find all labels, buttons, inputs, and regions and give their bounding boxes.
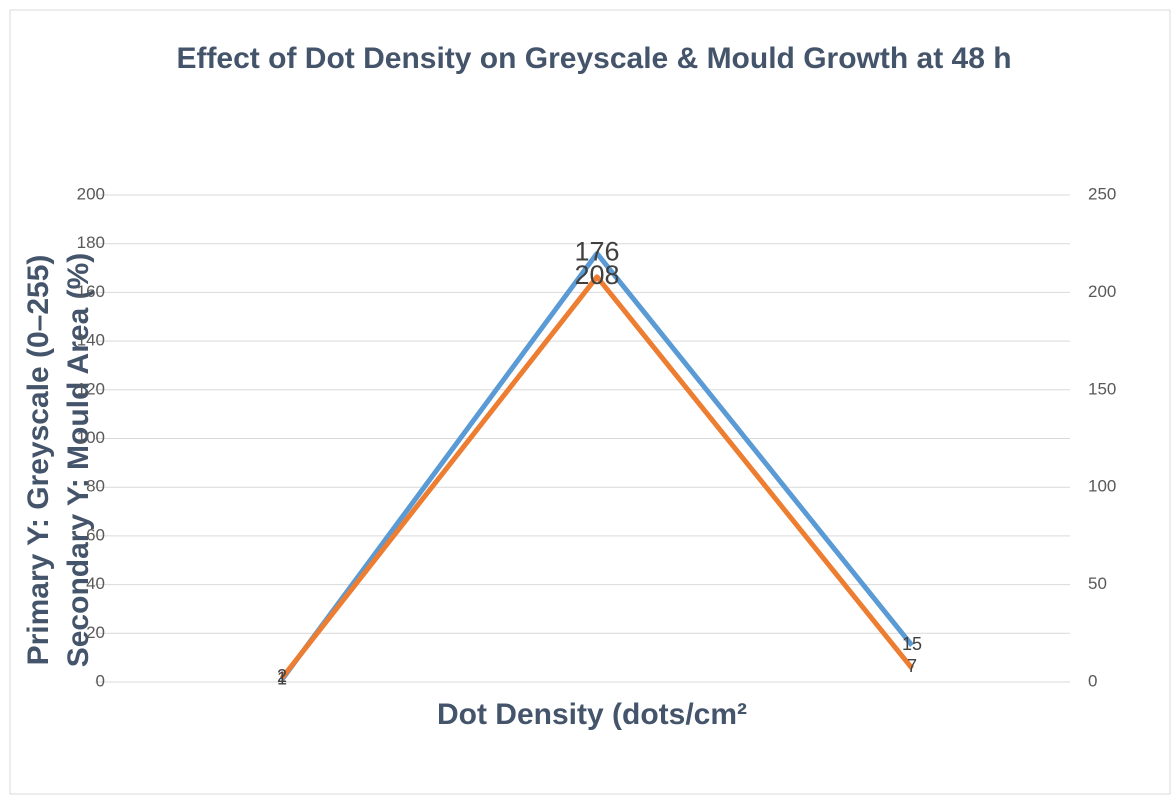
y-tick-label: 200 — [77, 184, 105, 203]
y-tick-label: 140 — [77, 331, 105, 350]
y-tick-label: 120 — [77, 379, 105, 398]
y-tick-label: 100 — [77, 428, 105, 447]
data-label: 7 — [907, 656, 917, 676]
data-label: 208 — [574, 260, 619, 290]
x-axis-title: Dot Density (dots/cm² — [437, 698, 747, 731]
y-tick-label: 20 — [86, 623, 105, 642]
data-label: 176 — [574, 237, 619, 267]
y2-axis-title: Secondary Y: Mould Area (%) — [62, 253, 95, 668]
data-label: 2 — [277, 666, 287, 686]
marks — [279, 250, 914, 682]
y-tick-label: 0 — [96, 671, 105, 690]
y-axis-title: Primary Y: Greyscale (0–255) — [22, 255, 55, 666]
data-label: 1 — [277, 668, 287, 688]
y2-tick-label: 200 — [1088, 282, 1116, 301]
y2-tick-label: 50 — [1088, 574, 1107, 593]
y2-tick-label: 150 — [1088, 379, 1116, 398]
y2-tick-label: 250 — [1088, 184, 1116, 203]
chart-frame — [9, 9, 1171, 795]
data-label: 15 — [902, 634, 922, 654]
y-tick-label: 160 — [77, 282, 105, 301]
y2-tick-label: 100 — [1088, 477, 1116, 496]
series-line — [280, 274, 914, 680]
y-tick-label: 60 — [86, 525, 105, 544]
y-tick-label: 40 — [86, 574, 105, 593]
y-tick-label: 180 — [77, 233, 105, 252]
chart-title: Effect of Dot Density on Greyscale & Mou… — [176, 42, 1011, 75]
series-line — [279, 250, 914, 682]
y-tick-label: 80 — [86, 477, 105, 496]
y2-tick-label: 0 — [1088, 671, 1097, 690]
